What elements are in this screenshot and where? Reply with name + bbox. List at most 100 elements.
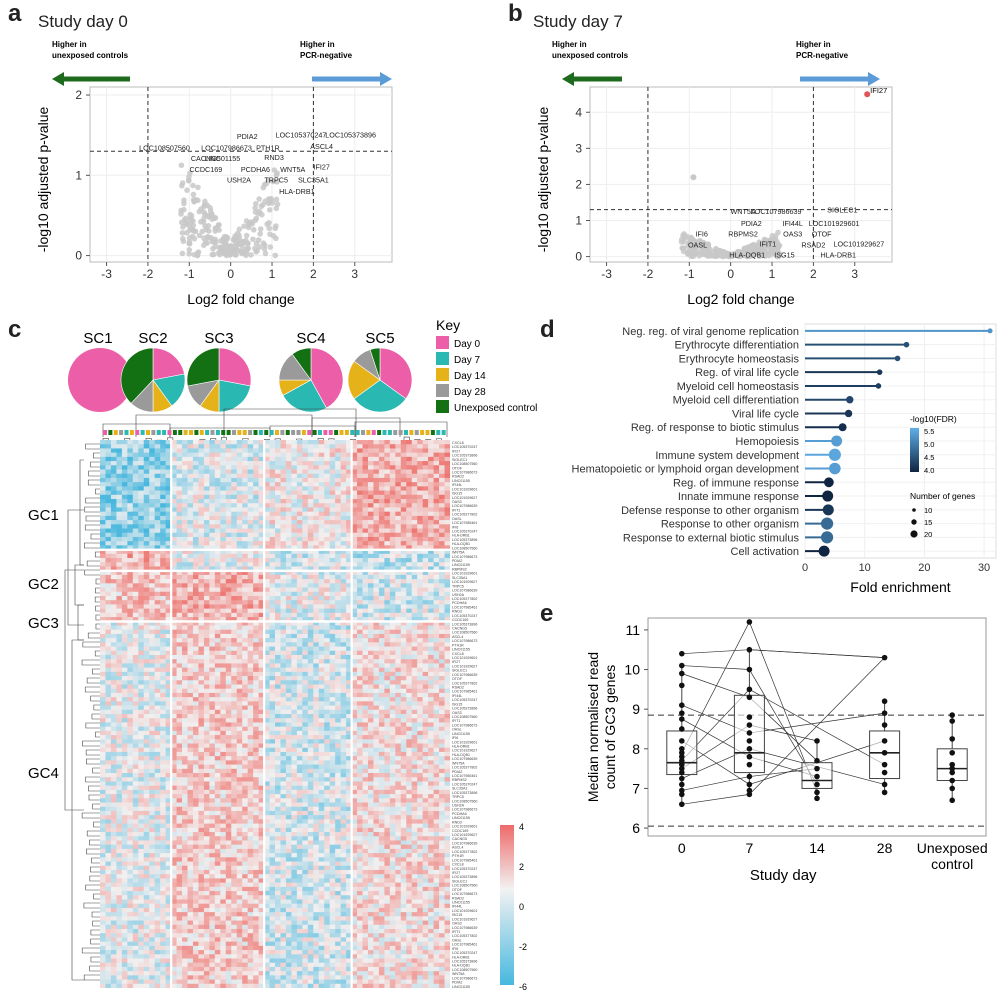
heatmap-cell (428, 477, 434, 483)
heatmap-cell (335, 528, 342, 534)
heatmap-cell (105, 465, 112, 470)
heatmap-cell (417, 444, 424, 449)
heatmap-cell (192, 536, 199, 542)
heatmap-cell (400, 465, 407, 470)
heatmap-cell (280, 528, 287, 534)
heatmap-cell (335, 477, 342, 483)
heatmap-cell (138, 482, 145, 487)
heatmap-cell (171, 465, 177, 470)
heatmap-cell (275, 536, 281, 542)
heatmap-cell (340, 477, 347, 483)
heatmap-cell (302, 515, 309, 521)
heatmap-cell (285, 507, 292, 513)
heatmap-cell (105, 456, 112, 462)
heatmap-cell (242, 515, 249, 521)
heatmap-cell (318, 440, 325, 445)
heatmap-cell (236, 520, 243, 525)
heatmap-cell (395, 541, 402, 546)
heatmap-cell (362, 490, 369, 496)
heatmap-cell (138, 494, 145, 500)
heatmap-cell (247, 473, 254, 479)
heatmap-cell (373, 494, 380, 500)
data-point (680, 232, 686, 239)
heatmap-cell (307, 532, 314, 538)
heatmap-cell (400, 461, 407, 466)
heatmap-cell (340, 469, 347, 475)
heatmap-cell (378, 528, 385, 534)
heatmap-cell (307, 511, 314, 517)
heatmap-cell (231, 490, 238, 496)
heatmap-cell (100, 507, 106, 513)
heatmap-cell (384, 503, 391, 508)
heatmap-cell (220, 469, 227, 475)
heatmap-cell (395, 444, 402, 449)
heatmap-cell (411, 444, 418, 449)
data-point (273, 196, 280, 203)
heatmap-cell (182, 465, 188, 470)
heatmap-cell (236, 486, 243, 491)
heatmap-cell (313, 536, 320, 542)
heatmap-cell (253, 524, 259, 529)
heatmap-cell (417, 461, 424, 466)
heatmap-cell (367, 456, 374, 462)
data-point (757, 249, 763, 256)
heatmap-cell (351, 452, 358, 458)
heatmap-cell (351, 532, 358, 538)
heatmap-cell (236, 448, 243, 454)
heatmap-cell (367, 528, 374, 534)
data-point (258, 203, 265, 210)
heatmap-cell (357, 507, 363, 513)
heatmap-cell (411, 503, 418, 508)
heatmap-cell (110, 461, 117, 466)
heatmap-cell (428, 469, 434, 475)
heatmap-cell (417, 456, 424, 462)
heatmap-cell (138, 515, 145, 521)
heatmap-cell (269, 448, 276, 454)
heatmap-cell (433, 469, 440, 475)
heatmap-cell (324, 465, 331, 470)
heatmap-cell (433, 477, 440, 483)
heatmap-cell (253, 494, 259, 500)
heatmap-cell (329, 541, 336, 546)
heatmap-cell (417, 440, 424, 445)
heatmap-cell (302, 482, 309, 487)
heatmap-cell (346, 456, 352, 462)
heatmap-cell (367, 440, 374, 445)
heatmap-cell (357, 511, 363, 517)
heatmap-cell (428, 524, 434, 529)
data-point (265, 200, 272, 207)
heatmap-cell (165, 528, 172, 534)
heatmap-cell (209, 448, 216, 454)
heatmap-cell (400, 482, 407, 487)
data-point (685, 243, 691, 249)
heatmap-cell (220, 499, 227, 504)
heatmap-cell (367, 486, 374, 491)
heatmap-cell (362, 494, 369, 500)
heatmap-cell (171, 524, 177, 529)
heatmap-cell (214, 520, 221, 525)
heatmap-cell (362, 520, 369, 525)
x-tick-label: 1 (269, 267, 276, 281)
heatmap-cell (220, 477, 227, 483)
heatmap-cell (110, 465, 117, 470)
heatmap-cell (302, 477, 309, 483)
heatmap-cell (127, 490, 134, 496)
heatmap-cell (258, 511, 265, 517)
heatmap-cell (138, 448, 145, 454)
heatmap-cell (236, 477, 243, 483)
data-point (181, 206, 187, 213)
heatmap-cell (285, 444, 292, 449)
heatmap-cell (411, 490, 418, 496)
pie-slice (152, 347, 185, 381)
heatmap-cell (176, 532, 183, 538)
heatmap-cell (258, 477, 265, 483)
heatmap-cell (258, 440, 265, 445)
heatmap-cell (176, 482, 183, 487)
heatmap-cell (357, 482, 363, 487)
heatmap-cell (242, 469, 249, 475)
heatmap-cell (182, 536, 188, 542)
heatmap-cell (302, 486, 309, 491)
heatmap-cell (258, 448, 265, 454)
heatmap-cell (105, 532, 112, 538)
heatmap-cell (132, 477, 139, 483)
